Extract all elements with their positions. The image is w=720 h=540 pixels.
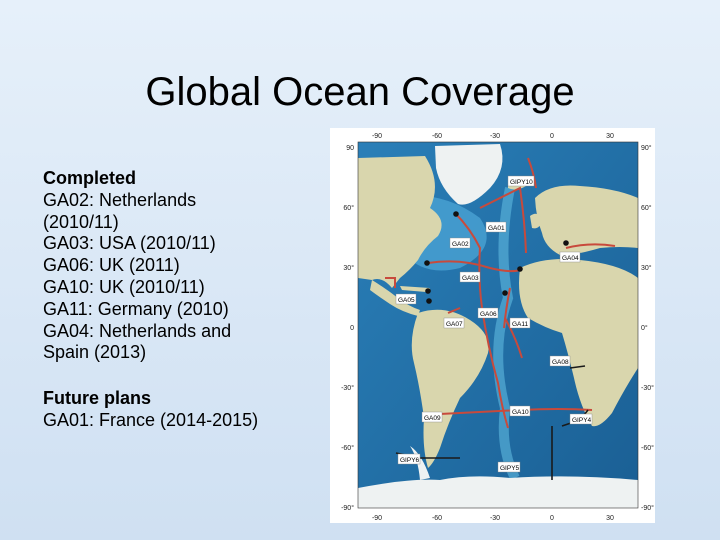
label-gipy10: GIPY10	[510, 179, 533, 186]
label-ga01: GA01	[488, 225, 505, 232]
track-ga11	[504, 317, 523, 359]
label-gipy5: GIPY5	[500, 465, 520, 472]
completed-line: (2010/11)	[43, 211, 119, 232]
label-ga11: GA11	[512, 321, 529, 328]
tick-label: 30°	[343, 264, 354, 272]
north-america	[358, 156, 442, 288]
tick-label: 30	[606, 133, 614, 140]
track-ga08	[569, 365, 586, 369]
track-ga07	[447, 307, 461, 314]
label-ga07: GA07	[446, 321, 463, 328]
tick-label: 0	[550, 133, 554, 140]
label-ga08: GA08	[552, 359, 569, 366]
label-ga03: GA03	[462, 275, 479, 282]
tick-label: -60°	[641, 444, 654, 452]
tick-label: -90	[372, 515, 382, 522]
tick-label: 0	[550, 515, 554, 522]
track-ga03	[427, 260, 521, 273]
completed-line: GA03: USA (2010/11)	[43, 233, 216, 254]
tick-label: -90°	[641, 504, 654, 512]
station-marker	[425, 288, 431, 294]
station-marker	[563, 240, 569, 246]
africa	[519, 259, 638, 427]
station-marker	[517, 266, 523, 272]
label-gipy4: GIPY4	[572, 417, 592, 424]
label-ga04: GA04	[562, 255, 579, 262]
south-america	[411, 309, 489, 468]
caribbean-islands	[400, 286, 430, 292]
station-marker	[453, 211, 459, 217]
axis-left-labels: 90 60° 30° 0 -30° -60° -90°	[341, 145, 354, 512]
axis-bottom-labels: -90 -60 -30 0 30	[372, 515, 614, 522]
stations	[424, 211, 569, 304]
track-ga05	[385, 277, 396, 288]
track-gipy10	[527, 157, 537, 189]
tick-label: -60	[432, 515, 442, 522]
tick-label: -30	[490, 515, 500, 522]
tick-label: -90°	[341, 504, 354, 512]
track-ga01	[479, 186, 527, 254]
completed-line: GA10: UK (2010/11)	[43, 276, 205, 297]
ocean-section-map: GIPY10 GA01 GA02 GA04 GA03 GA05 GA06 GA0…	[330, 128, 655, 523]
label-gipy6: GIPY6	[400, 457, 420, 464]
tick-label: -30	[490, 133, 500, 140]
station-marker	[502, 290, 508, 296]
greenland	[435, 144, 503, 205]
tick-label: -90	[372, 133, 382, 140]
label-ga05: GA05	[398, 297, 415, 304]
section-labels: GIPY10 GA01 GA02 GA04 GA03 GA05 GA06 GA0…	[395, 175, 593, 473]
tick-label: 90°	[641, 144, 652, 152]
completed-heading: Completed	[43, 168, 137, 188]
tick-label: 60°	[343, 204, 354, 212]
completed-line: GA02: Netherlands	[43, 189, 197, 210]
central-america	[370, 280, 420, 316]
completed-line: Spain (2013)	[43, 342, 147, 363]
tick-label: -30°	[641, 384, 654, 392]
completed-line: GA04: Netherlands and	[43, 320, 232, 341]
tick-label: -60°	[341, 444, 354, 452]
track-ga06	[503, 287, 511, 329]
mid-atlantic-ridge	[493, 187, 520, 481]
tick-label: -60	[432, 133, 442, 140]
station-marker	[424, 260, 430, 266]
tick-label: 30	[606, 515, 614, 522]
axis-top-labels: -90 -60 -30 0 30	[372, 133, 614, 140]
completed-line: GA11: Germany (2010)	[43, 298, 229, 319]
tick-label: 60°	[641, 204, 652, 212]
future-heading: Future plans	[43, 388, 152, 409]
future-line: GA01: France (2014-2015)	[43, 409, 259, 430]
label-ga02: GA02	[452, 241, 469, 248]
tick-label: 30°	[641, 264, 652, 272]
tick-label: -30°	[341, 384, 354, 392]
tick-label: 0	[350, 325, 354, 332]
british-isles	[530, 213, 542, 229]
axis-right-labels: 90° 60° 30° 0° -30° -60° -90°	[641, 144, 654, 512]
europe	[535, 185, 638, 256]
antarctica	[358, 476, 638, 508]
track-ga04	[565, 243, 616, 249]
label-ga10: GA10	[512, 409, 529, 416]
station-marker	[426, 298, 432, 304]
label-ga06: GA06	[480, 311, 497, 318]
slide-title: Global Ocean Coverage	[145, 70, 575, 114]
tick-label: 90	[346, 145, 354, 152]
map-svg: GIPY10 GA01 GA02 GA04 GA03 GA05 GA06 GA0…	[341, 133, 654, 522]
completed-line: GA06: UK (2011)	[43, 255, 180, 276]
coverage-text: Completed GA02: Netherlands (2010/11) GA…	[43, 168, 313, 432]
tick-label: 0°	[641, 324, 648, 332]
map-frame	[357, 141, 639, 509]
label-ga09: GA09	[424, 415, 441, 422]
